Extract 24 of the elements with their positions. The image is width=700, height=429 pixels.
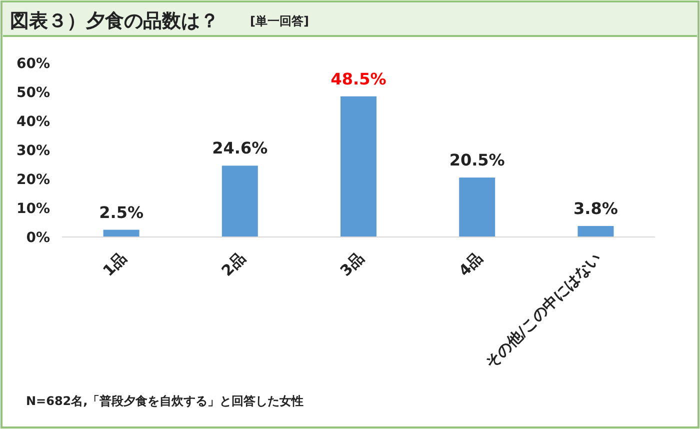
y-tick-label: 60% <box>16 56 50 72</box>
y-tick-label: 50% <box>16 85 50 101</box>
data-label: 2.5% <box>99 202 144 222</box>
bar <box>459 178 496 237</box>
y-tick-label: 20% <box>16 172 50 188</box>
bar <box>103 230 140 237</box>
y-tick-label: 10% <box>16 201 50 217</box>
y-tick-label: 30% <box>16 143 50 159</box>
x-tick-label: 3品 <box>336 249 368 280</box>
x-tick-label: 1品 <box>99 249 130 280</box>
chart-title: 図表３）夕食の品数は？ <box>10 10 219 32</box>
x-tick-label: 4品 <box>455 249 486 280</box>
y-tick-label: 40% <box>16 114 50 130</box>
data-label: 24.6% <box>212 138 268 158</box>
text: N=682名,「普段夕食を自炊する」と回答した女性 <box>26 394 304 408</box>
chart-subtitle: [単一回答] <box>250 14 309 28</box>
bar <box>222 166 258 237</box>
y-tick-label: 0% <box>26 230 50 246</box>
data-label: 3.8% <box>574 198 618 218</box>
x-tick-label: 2品 <box>218 249 249 280</box>
data-label: 48.5% <box>330 69 386 88</box>
bar <box>340 96 376 237</box>
bar <box>578 226 614 237</box>
data-label: 20.5% <box>449 150 505 170</box>
